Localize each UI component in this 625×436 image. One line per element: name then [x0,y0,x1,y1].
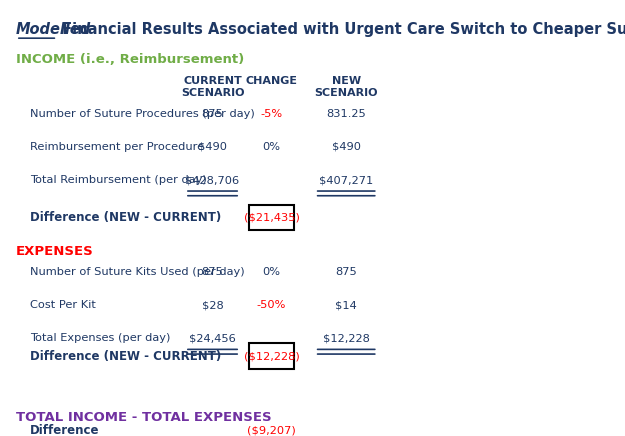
Text: $14: $14 [336,300,357,310]
Text: $490: $490 [332,142,361,152]
Text: CURRENT
SCENARIO: CURRENT SCENARIO [181,76,244,98]
FancyBboxPatch shape [249,418,294,436]
Text: Total Expenses (per day): Total Expenses (per day) [30,334,170,344]
FancyBboxPatch shape [249,204,294,230]
Text: ($12,228): ($12,228) [244,351,299,361]
Text: EXPENSES: EXPENSES [16,245,94,258]
Text: $407,271: $407,271 [319,175,373,185]
Text: 875: 875 [336,267,357,277]
Text: -50%: -50% [257,300,286,310]
Text: Reimbursement per Procedure: Reimbursement per Procedure [30,142,204,152]
Text: $28: $28 [202,300,223,310]
Text: TOTAL INCOME - TOTAL EXPENSES: TOTAL INCOME - TOTAL EXPENSES [16,411,272,424]
Text: 0%: 0% [262,142,281,152]
Text: NEW
SCENARIO: NEW SCENARIO [314,76,378,98]
Text: $24,456: $24,456 [189,334,236,344]
Text: $12,228: $12,228 [322,334,369,344]
Text: 831.25: 831.25 [326,109,366,119]
Text: 0%: 0% [262,267,281,277]
Text: Cost Per Kit: Cost Per Kit [30,300,96,310]
Text: Number of Suture Kits Used (per day): Number of Suture Kits Used (per day) [30,267,244,277]
Text: $490: $490 [198,142,227,152]
Text: Number of Suture Procedures (per day): Number of Suture Procedures (per day) [30,109,254,119]
Text: Financial Results Associated with Urgent Care Switch to Cheaper Suture Kits: Financial Results Associated with Urgent… [58,22,625,37]
Text: $428,706: $428,706 [186,175,239,185]
Text: ($9,207): ($9,207) [247,425,296,435]
Text: INCOME (i.e., Reimbursement): INCOME (i.e., Reimbursement) [16,53,244,66]
Text: Difference: Difference [30,424,99,436]
Text: CHANGE: CHANGE [246,76,298,86]
Text: 875: 875 [202,267,223,277]
Text: 875: 875 [202,109,223,119]
Text: Total Reimbursement (per day): Total Reimbursement (per day) [30,175,206,185]
Text: Modelled: Modelled [16,22,91,37]
Text: Difference (NEW - CURRENT): Difference (NEW - CURRENT) [30,211,221,224]
Text: -5%: -5% [261,109,282,119]
Text: ($21,435): ($21,435) [244,212,299,222]
FancyBboxPatch shape [249,343,294,369]
Text: Difference (NEW - CURRENT): Difference (NEW - CURRENT) [30,350,221,362]
